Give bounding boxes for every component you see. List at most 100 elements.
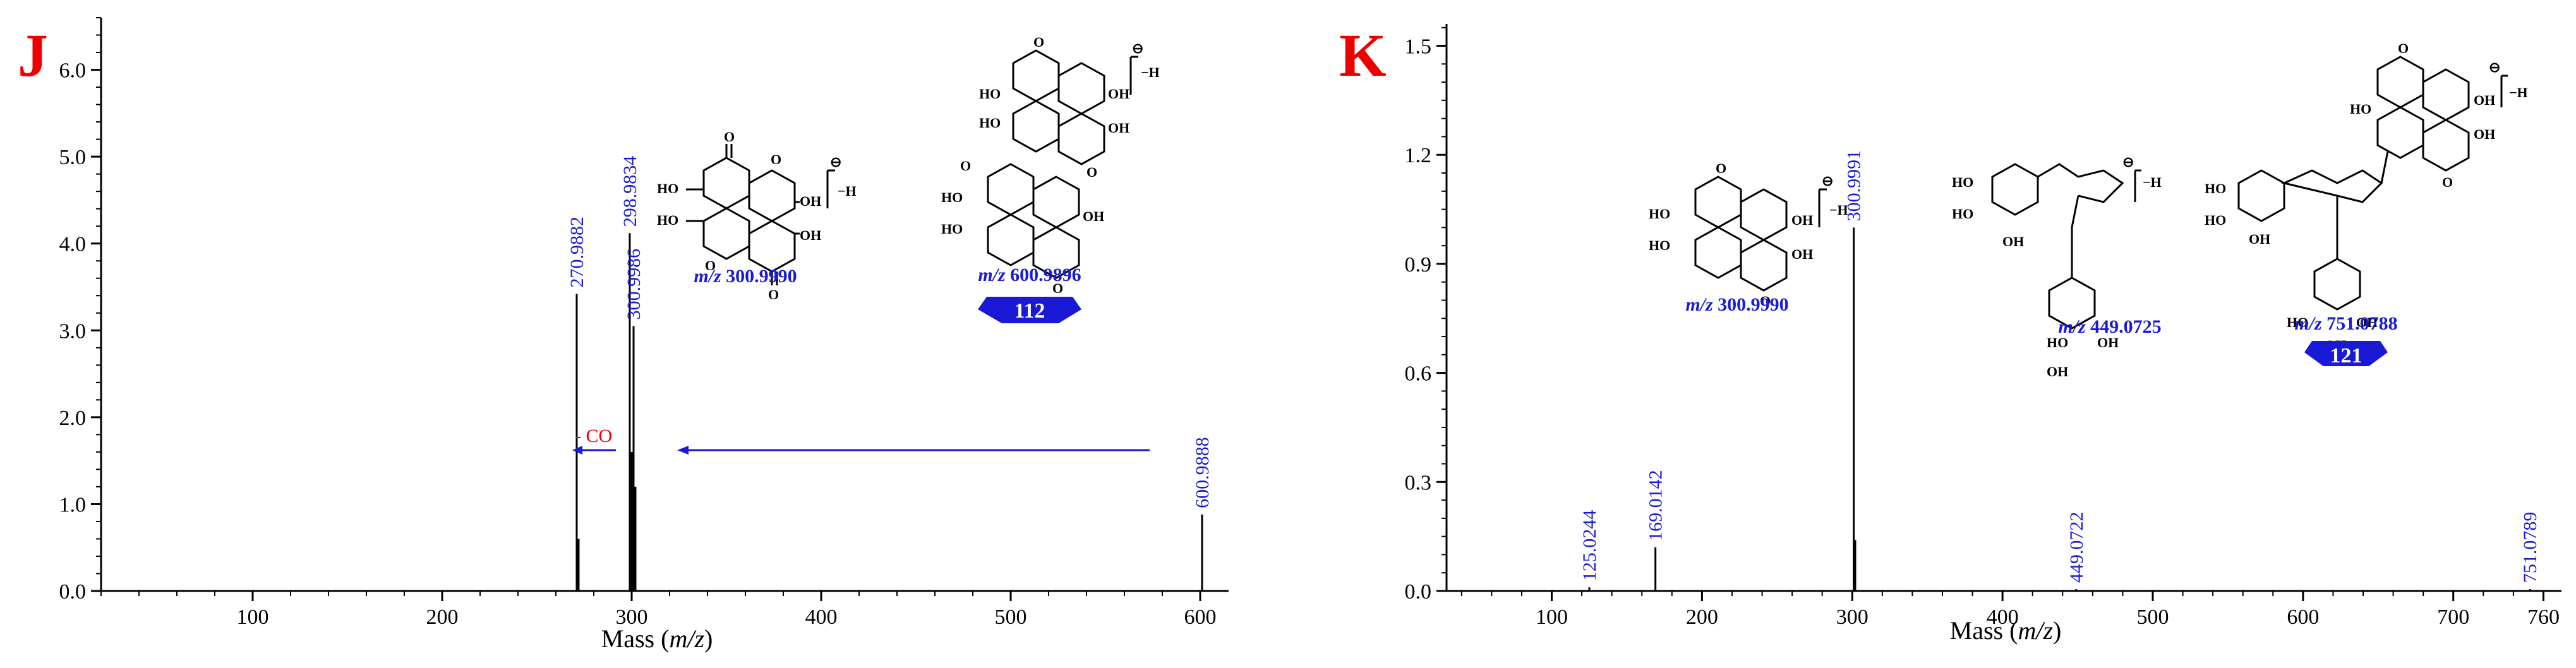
x-tick-label: 200 bbox=[426, 605, 459, 629]
atom-label: O bbox=[705, 258, 716, 273]
mz-label-k-2: m/z 449.0725 bbox=[2058, 316, 2161, 337]
x-tick-label: 100 bbox=[1536, 605, 1568, 629]
atom-label: OH bbox=[1108, 120, 1129, 136]
atom-label: OH bbox=[2249, 231, 2270, 247]
charge-symbol: ⊖ bbox=[830, 154, 841, 170]
atom-label: O bbox=[2442, 174, 2453, 190]
y-tick-label: 3.0 bbox=[59, 319, 87, 343]
atom-label: OH bbox=[1083, 208, 1104, 224]
peaks-j: 270.9882 298.9834 300.9986 600.9888 bbox=[567, 156, 1213, 591]
x-tick-label: 400 bbox=[1987, 605, 2019, 629]
charge-symbol: ⊖ bbox=[1822, 173, 1833, 189]
deprotonation-label: −H bbox=[2143, 174, 2162, 190]
x-tick-label: 400 bbox=[805, 605, 838, 629]
panel-j: J 100 200 300 400 500 600 0.0 1.0 2.0 3.0 4.0 5.0 6.… bbox=[18, 17, 1229, 653]
structure-dimer-j: O HO HO OH OH O O HO HO OH O ⊖ −H bbox=[941, 34, 1160, 296]
x-tick-label: 500 bbox=[2136, 605, 2169, 629]
badge-label: 121 bbox=[2330, 344, 2362, 367]
structure-galloyl-k: HO HO OH HO OH OH ⊖ −H bbox=[1952, 154, 2162, 379]
atom-label: O bbox=[768, 287, 779, 302]
charge-symbol: ⊖ bbox=[1132, 40, 1143, 56]
x-tick-label: 300 bbox=[616, 605, 648, 629]
y-tick-label: 0.9 bbox=[1405, 253, 1432, 277]
compound-badge-112: 112 bbox=[978, 297, 1081, 323]
atom-label: HO bbox=[1952, 206, 1973, 222]
deprotonation-label: −H bbox=[1829, 202, 1848, 218]
compound-badge-121: 121 bbox=[2304, 341, 2388, 367]
atom-label: O bbox=[724, 129, 735, 145]
x-tick-label: 600 bbox=[1184, 605, 1217, 629]
peak-label: 300.9991 bbox=[1844, 150, 1865, 222]
atom-label: OH bbox=[2097, 335, 2119, 350]
peak-label: 270.9882 bbox=[567, 217, 587, 288]
atom-label: HO bbox=[657, 181, 678, 196]
y-tick-label: 2.0 bbox=[59, 407, 87, 430]
atom-label: HO bbox=[2287, 314, 2308, 330]
mz-label-j-2: m/z 600.9896 bbox=[978, 265, 1081, 285]
atom-label: OH bbox=[2474, 126, 2495, 142]
atom-label: HO bbox=[1649, 237, 1670, 253]
charge-symbol: ⊖ bbox=[2489, 59, 2500, 75]
atom-label: OH bbox=[800, 193, 821, 209]
axes-k: 100 200 300 400 500 600 700 760 0.0 0.3 0.6 0.9 1.2 1… bbox=[1405, 24, 2561, 629]
atom-label: O bbox=[2398, 40, 2409, 56]
x-axis-title-k: Mass (m/z) bbox=[1950, 616, 2062, 645]
peak-label: 600.9888 bbox=[1192, 437, 1213, 508]
badge-label: 112 bbox=[1014, 299, 1045, 323]
deprotonation-label: −H bbox=[838, 183, 857, 199]
atom-label: O bbox=[1033, 34, 1044, 50]
x-tick-label: 200 bbox=[1686, 605, 1718, 629]
y-tick-label: 0.0 bbox=[59, 580, 87, 604]
loss-label-co: - CO bbox=[575, 426, 612, 446]
x-tick-label: 760 bbox=[2527, 605, 2560, 629]
atom-label: OH bbox=[1791, 246, 1813, 262]
structure-ellagic-acid-k: O HO HO OH OH O ⊖ −H bbox=[1649, 160, 1848, 309]
atom-label: OH bbox=[800, 227, 821, 243]
x-tick-label: 300 bbox=[1836, 605, 1869, 629]
peaks-k: 125.0244 169.0142 300.9991 449.0722 751.0789 bbox=[1579, 150, 2541, 591]
atom-label: OH bbox=[1108, 86, 1129, 102]
y-tick-label: 1.2 bbox=[1405, 144, 1432, 167]
structure-ellagic-acid-j: O O O O HO HO OH OH ⊖ −H bbox=[657, 129, 857, 302]
atom-label: HO bbox=[979, 115, 1001, 131]
arrow-from-600 bbox=[677, 446, 1150, 455]
y-tick-label: 1.5 bbox=[1405, 35, 1432, 59]
x-tick-label: 500 bbox=[995, 605, 1027, 629]
y-tick-label: 0.0 bbox=[1405, 580, 1432, 604]
atom-label: HO bbox=[941, 189, 963, 205]
x-tick-label: 700 bbox=[2437, 605, 2469, 629]
mz-label-k-3: m/z 751.0788 bbox=[2294, 313, 2397, 334]
peak-label: 751.0789 bbox=[2520, 512, 2541, 583]
peak-label: 449.0722 bbox=[2066, 512, 2087, 583]
panel-letter-k: K bbox=[1339, 21, 1387, 89]
atom-label: O bbox=[960, 158, 971, 174]
atom-label: OH bbox=[2474, 92, 2495, 108]
atom-label: O bbox=[1052, 280, 1063, 296]
mz-label-k-1: m/z 300.9990 bbox=[1685, 294, 1788, 315]
peak-label: 125.0244 bbox=[1579, 510, 1600, 582]
atom-label: O bbox=[771, 152, 781, 167]
atom-label: HO bbox=[941, 221, 963, 237]
y-tick-label: 0.6 bbox=[1405, 362, 1432, 386]
atom-label: HO bbox=[657, 212, 678, 228]
x-tick-label: 100 bbox=[237, 605, 269, 629]
atom-label: HO bbox=[979, 86, 1001, 102]
atom-label: HO bbox=[2047, 335, 2068, 350]
atom-label: HO bbox=[2205, 181, 2226, 196]
structure-751-k: O HO OH OH O HO HO OH HO OH OH ⊖ −H bbox=[2205, 40, 2528, 353]
atom-label: HO bbox=[1649, 206, 1670, 222]
peak-label: 169.0142 bbox=[1646, 470, 1666, 541]
peak-label: 300.9986 bbox=[623, 249, 644, 320]
atom-label: HO bbox=[1952, 174, 1973, 190]
y-tick-label: 6.0 bbox=[59, 59, 87, 83]
panel-letter-j: J bbox=[18, 21, 48, 89]
y-tick-label: 0.3 bbox=[1405, 471, 1432, 494]
arrow-minus-co: - CO bbox=[572, 426, 616, 455]
atom-label: O bbox=[1760, 293, 1771, 309]
x-tick-label: 600 bbox=[2287, 605, 2319, 629]
y-tick-label: 5.0 bbox=[59, 146, 87, 169]
atom-label: HO bbox=[2205, 212, 2226, 228]
charge-symbol: ⊖ bbox=[2122, 154, 2134, 170]
atom-label: O bbox=[1716, 160, 1726, 176]
